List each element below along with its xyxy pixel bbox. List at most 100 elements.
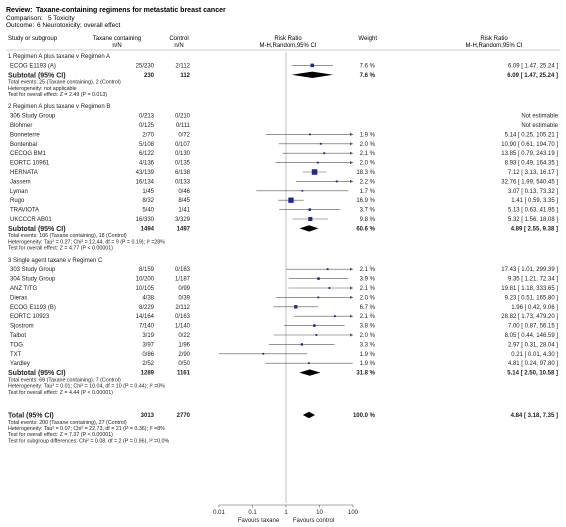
ctl-events: 1/187 [175,277,191,283]
ci-arrow [350,142,353,146]
weight-value: 7.6 % [360,73,376,79]
ctl-events: 0/72 [178,132,190,138]
study-name: ANZ TITG [10,286,38,292]
weight-value: 2.1 % [360,314,376,320]
ctl-events: 2/90 [178,352,190,358]
review-label: Review: [6,7,32,14]
rr-ci-value: 5.14 [ 2.50, 10.58 ] [507,371,558,377]
exp-events: 8/32 [142,198,154,204]
col-ctl-title: Control [169,36,188,42]
weight-value: 2.2 % [360,179,376,185]
study-name: EORTC 10923 [10,314,50,320]
weight-value: 16.9 % [356,198,375,204]
col-exp-sub: n/N [112,43,121,49]
study-name: Blohmer [10,123,32,129]
study-name: TXT [10,352,22,358]
rr-ci-value: 9.23 [ 0.51, 165.80 ] [505,295,559,301]
ctl-events: 1/140 [175,324,191,330]
pooled-diamond [291,71,333,78]
point-estimate [308,208,312,211]
study-name: Dieras [10,295,27,301]
point-estimate [308,133,311,136]
col-rr-title: Risk Ratio [274,36,302,42]
rr-ci-value: 32.76 [ 1.99, 540.45 ] [501,179,558,185]
review-title: Taxane-containing regimens for metastati… [36,7,226,14]
rr-ci-value: 6.09 [ 1.47, 25.24 ] [507,73,558,79]
exp-events: 1289 [141,371,155,377]
study-name: TOG [10,342,23,348]
col-rrci-title: Risk Ratio [480,36,508,42]
weight-value: 2.0 % [360,295,376,301]
point-estimate [317,296,320,299]
exp-events: 2/70 [142,132,154,138]
ctl-events: 0/135 [175,161,191,167]
group-note: Total events: 25 (Taxane containing), 2 … [8,80,121,86]
point-estimate [326,268,329,271]
tick-label: 10 [316,510,323,516]
forest-rows: 1 Regimen A plus taxane v Regimen A ECOG … [8,54,559,444]
rr-ci-value: 7.12 [ 3.13, 16.17 ] [508,170,558,176]
point-estimate [294,305,298,309]
weight-value: 2.0 % [360,161,376,167]
exp-events: 7/140 [139,324,155,330]
ctl-events: 1161 [177,371,191,377]
tick-label: 0.01 [213,510,225,516]
weight-value: 6.7 % [360,305,376,311]
ctl-events: 6/138 [175,170,191,176]
ctl-events: 0/39 [178,295,190,301]
weight-value: 9.8 % [360,217,376,223]
point-estimate [335,180,338,183]
rr-ci-value: 6.09 [ 1.47, 25.24 ] [508,63,558,69]
exp-events: 16/134 [136,179,155,185]
ctl-events: 8/45 [178,198,190,204]
ctl-events: 1/96 [178,342,190,348]
weight-value: 3.8 % [360,324,376,330]
ctl-events: 0/210 [175,114,191,120]
rr-ci-value: 3.07 [ 0.13, 73.32 ] [508,189,558,195]
rr-ci-value: 8.93 [ 0.49, 164.35 ] [505,161,559,167]
exp-events: 10/200 [136,277,155,283]
rr-ci-value: 1.96 [ 0.42, 9.06 ] [511,305,558,311]
weight-value: 1.9 % [360,352,376,358]
study-name: Yardley [10,361,30,367]
total-note: Test for subgroup differences: Chi² = 0.… [8,438,169,444]
rr-ci-value: 4.81 [ 0.24, 97.80 ] [508,361,558,367]
subtotal-label: Subtotal (95% CI) [8,226,66,233]
col-rr-sub: M-H,Random,95% CI [259,43,316,49]
ci-arrow [350,151,353,155]
comparison-value: 5 Toxicity [48,15,75,22]
group-note: Test for overall effect: Z = 4.77 (P < 0… [8,246,113,252]
point-estimate [300,343,304,346]
outcome-label: Outcome: [6,22,34,29]
exp-events: 1/45 [142,189,154,195]
exp-events: 25/230 [136,63,155,69]
ctl-events: 0/99 [178,286,190,292]
weight-value: 7.6 % [360,63,376,69]
pooled-diamond [299,369,321,376]
rr-ci-value: 13.85 [ 0.79, 243.19 ] [501,151,558,157]
study-name: CECOG BM1 [10,151,47,157]
weight-value: 100.0 % [353,413,376,419]
pooled-diamond [302,411,316,419]
weight-value: 3.3 % [360,342,376,348]
weight-value: 1.7 % [360,189,376,195]
point-estimate [310,63,315,68]
rr-ci-value: 5.14 [ 0.25, 105.21 ] [505,132,559,138]
ctl-events: 112 [180,73,190,79]
study-name: 303 Study Group [10,267,56,273]
study-name: Bontenbal [10,142,37,148]
point-estimate [313,324,316,327]
point-estimate [311,169,318,175]
ctl-events: 0/50 [178,361,190,367]
exp-events: 0/86 [142,352,154,358]
point-estimate [288,197,294,203]
total-note: Total events: 200 (Taxane containing), 2… [8,420,127,426]
exp-events: 1494 [141,226,155,232]
weight-value: 1.9 % [360,132,376,138]
rr-ci-value: 19.81 [ 1.18, 333.65 ] [501,286,558,292]
rr-ci-value: 17.43 [ 1.01, 299.39 ] [501,267,558,273]
rr-ci-value: 0.21 [ 0.01, 4.30 ] [511,352,558,358]
tick-label: 1 [284,510,288,516]
subtotal-label: Subtotal (95% CI) [8,72,66,79]
col-ctl-sub: n/N [174,43,183,49]
